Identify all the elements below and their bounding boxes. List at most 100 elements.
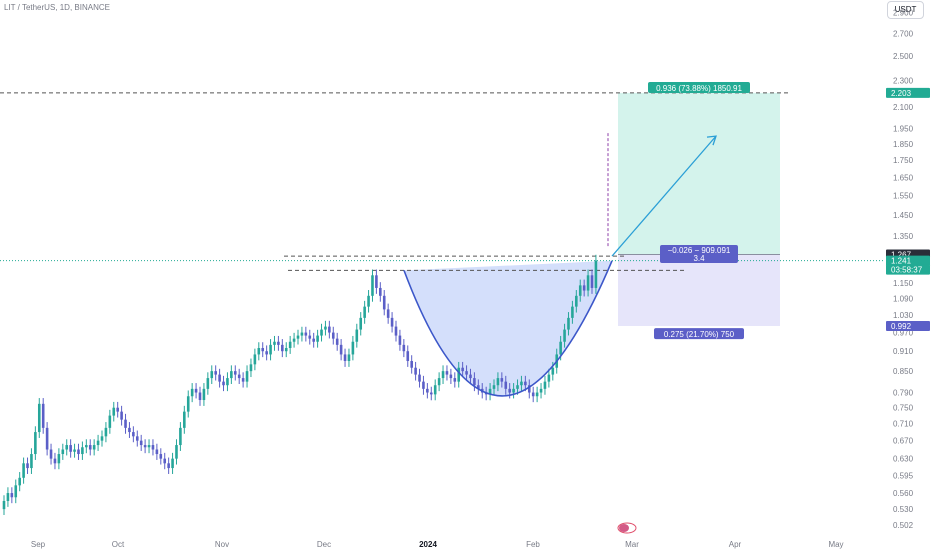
- candle-body: [433, 385, 437, 395]
- candle-body: [586, 275, 590, 291]
- candle-body: [355, 329, 359, 342]
- candle-body: [477, 385, 480, 389]
- candle-body: [77, 449, 80, 455]
- candle-body: [183, 411, 186, 428]
- candle-body: [85, 445, 88, 448]
- candle-body: [6, 493, 10, 501]
- candle-body: [206, 378, 210, 389]
- candle-body: [257, 348, 261, 355]
- candle-body: [394, 326, 398, 336]
- candle-body: [120, 411, 123, 420]
- candle-body: [18, 477, 21, 486]
- candle-body: [590, 275, 594, 288]
- position-zones: [618, 92, 780, 327]
- time-tick-label: Sep: [31, 540, 46, 549]
- candle-body: [563, 329, 566, 342]
- candle-body: [386, 309, 390, 318]
- candle-body: [45, 427, 49, 450]
- candle-body: [335, 338, 339, 345]
- candle-body: [316, 335, 319, 342]
- target-zone: [618, 92, 780, 255]
- candle-body: [582, 285, 586, 291]
- candle-body: [508, 388, 511, 393]
- candle-body: [328, 326, 331, 333]
- entry-label-bg: [660, 245, 738, 264]
- price-tag-text: 03:58:37: [891, 266, 923, 275]
- price-tick-label: 0.790: [893, 389, 914, 398]
- symbol-header: LIT / TetherUS, 1D, BINANCE: [4, 3, 110, 12]
- candle-body: [567, 317, 570, 330]
- candle-body: [426, 388, 429, 393]
- candle-body: [53, 458, 57, 464]
- candle-body: [437, 378, 441, 386]
- candle-body: [190, 388, 194, 397]
- candle-body: [81, 447, 84, 455]
- candle-body: [551, 367, 555, 375]
- candle-body: [410, 361, 413, 368]
- candle-body: [116, 407, 119, 412]
- price-tick-label: 1.090: [893, 294, 914, 303]
- price-tick-label: 0.502: [893, 521, 914, 530]
- candle-body: [202, 388, 206, 401]
- cup-pattern: [404, 260, 612, 396]
- candle-body: [14, 485, 18, 498]
- candle-body: [132, 432, 135, 437]
- candle-body: [273, 341, 276, 345]
- stop-zone: [618, 254, 780, 327]
- entry-label-line2: 3.4: [693, 254, 705, 263]
- candle-body: [492, 385, 496, 389]
- candle-body: [69, 445, 72, 452]
- target-label-text: 0.936 (73.88%) 1850.91: [656, 84, 742, 93]
- candle-body: [488, 388, 492, 395]
- cup-fill: [404, 260, 612, 396]
- price-tick-label: 0.850: [893, 367, 914, 376]
- candle-body: [277, 341, 280, 345]
- projection-arrow-head: [706, 135, 717, 146]
- candle-body: [167, 463, 170, 469]
- candle-body: [139, 440, 143, 446]
- candle-body: [88, 445, 92, 450]
- price-tick-label: 1.350: [893, 232, 914, 241]
- candle-body: [473, 378, 476, 386]
- candle-body: [104, 427, 108, 437]
- price-tag-text: 1.241: [891, 257, 912, 266]
- time-tick-label: Apr: [729, 540, 742, 549]
- candle-body: [108, 415, 112, 428]
- currency-unit-button[interactable]: USDT: [887, 1, 924, 19]
- candle-body: [406, 351, 410, 362]
- price-tick-label: 0.530: [893, 505, 914, 514]
- time-tick-label: Mar: [625, 540, 639, 549]
- candle-body: [457, 367, 461, 382]
- candle-body: [61, 449, 65, 455]
- candle-body: [218, 374, 221, 382]
- candle-body: [367, 295, 370, 307]
- candle-body: [524, 381, 527, 386]
- candle-body: [504, 381, 508, 389]
- price-tick-label: 1.950: [893, 125, 914, 134]
- candle-body: [171, 458, 174, 469]
- candle-body: [92, 445, 96, 450]
- price-tick-label: 1.550: [893, 192, 914, 201]
- candle-body: [159, 454, 163, 459]
- candle-body: [496, 378, 500, 386]
- target-label: 0.936 (73.88%) 1850.91: [648, 82, 750, 94]
- candle-body: [347, 354, 351, 362]
- candle-body: [245, 371, 249, 382]
- projection-arrow-line: [611, 135, 717, 257]
- candle-body: [147, 445, 151, 448]
- candle-body: [520, 381, 523, 386]
- candle-body: [281, 344, 284, 352]
- candle-body: [41, 403, 45, 428]
- candle-body: [296, 335, 300, 339]
- candle-body: [402, 344, 406, 352]
- candle-body: [418, 374, 421, 382]
- candle-body: [30, 454, 33, 469]
- candle-body: [571, 306, 574, 318]
- candle-body: [49, 449, 53, 459]
- candle-body: [578, 285, 582, 296]
- candle-body: [371, 275, 374, 296]
- price-tag-bg: [886, 87, 930, 98]
- candle-body: [375, 275, 378, 288]
- candle-body: [320, 329, 323, 336]
